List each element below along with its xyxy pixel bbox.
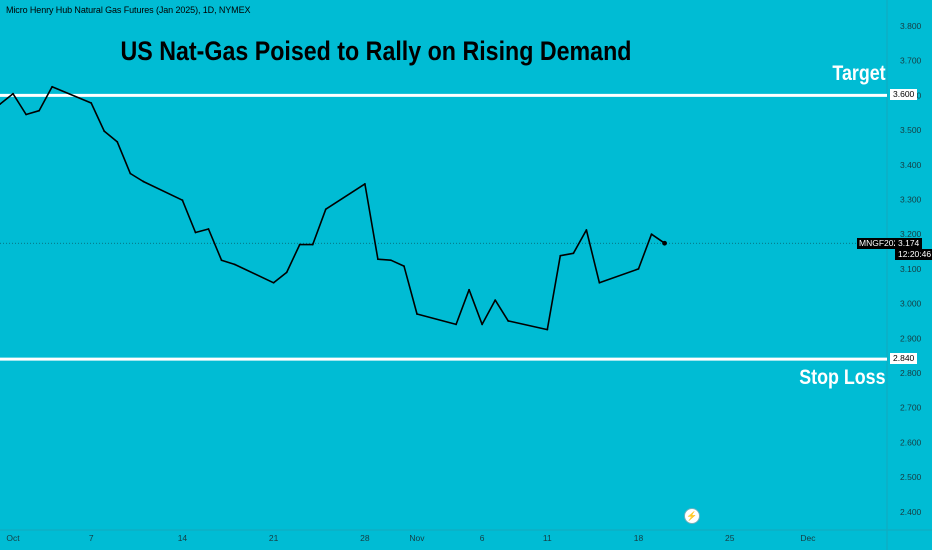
countdown-badge: 12:20:46 — [895, 249, 932, 260]
x-tick-label: Dec — [800, 533, 816, 543]
y-tick-label: 2.800 — [900, 368, 922, 378]
y-tick-label: 3.000 — [900, 299, 922, 309]
data-point — [38, 109, 40, 112]
data-point — [650, 233, 653, 236]
data-point — [481, 323, 484, 326]
data-point — [468, 288, 471, 291]
x-tick-label: 18 — [634, 533, 644, 543]
data-point — [363, 182, 366, 185]
instrument-title: Micro Henry Hub Natural Gas Futures (Jan… — [6, 5, 251, 15]
last-point-marker — [662, 240, 667, 246]
data-point — [90, 102, 93, 104]
y-tick-label: 3.800 — [900, 21, 922, 31]
data-point — [416, 313, 418, 315]
y-tick-label: 3.300 — [900, 195, 922, 205]
x-tick-label: 7 — [89, 533, 94, 543]
data-point — [12, 92, 14, 95]
data-point — [194, 231, 197, 234]
data-point — [559, 254, 562, 257]
y-tick-label: 2.900 — [900, 333, 922, 343]
data-point — [376, 258, 379, 261]
y-tick-label: 2.600 — [900, 437, 922, 447]
data-point — [390, 259, 392, 262]
lightning-icon[interactable]: ⚡ — [684, 508, 700, 524]
price-series-line — [0, 85, 666, 331]
symbol-badge: MNGF2025 — [857, 238, 905, 249]
data-point — [324, 208, 327, 211]
data-point — [51, 85, 54, 88]
stop-price-badge: 2.840 — [890, 353, 918, 364]
data-point — [507, 320, 510, 322]
data-point — [272, 281, 275, 284]
data-point — [298, 243, 301, 246]
x-tick-label: 28 — [360, 533, 370, 543]
y-tick-label: 2.500 — [900, 472, 922, 482]
x-tick-label: Nov — [409, 533, 425, 543]
target-price-badge: 3.600 — [890, 89, 918, 100]
y-tick-label: 2.400 — [900, 507, 922, 517]
target-label: Target — [832, 62, 886, 85]
x-tick-label: Oct — [6, 533, 20, 543]
data-point — [403, 265, 405, 268]
data-point — [572, 252, 575, 255]
data-point — [0, 103, 1, 105]
data-point — [494, 299, 497, 302]
x-tick-label: 21 — [269, 533, 279, 543]
y-tick-label: 2.700 — [900, 403, 922, 413]
last-price-badge: 3.174 — [895, 238, 923, 249]
chart-headline: US Nat-Gas Poised to Rally on Rising Dem… — [120, 36, 632, 66]
y-tick-label: 3.200 — [900, 229, 922, 239]
data-point — [455, 323, 457, 326]
x-tick-label: 14 — [178, 533, 188, 543]
y-tick-label: 3.700 — [900, 56, 922, 66]
data-point — [116, 140, 119, 143]
data-point — [311, 243, 314, 246]
data-point — [207, 228, 210, 230]
data-point — [25, 113, 27, 116]
y-tick-label: 3.500 — [900, 125, 922, 135]
y-tick-label: 3.100 — [900, 264, 922, 274]
x-tick-label: 11 — [543, 533, 552, 543]
data-point — [598, 281, 601, 284]
x-tick-label: 25 — [725, 533, 735, 543]
data-point — [585, 229, 588, 231]
data-point — [546, 328, 549, 331]
data-point — [181, 199, 184, 202]
y-tick-label: 3.400 — [900, 160, 922, 170]
data-point — [220, 259, 223, 262]
data-point — [285, 271, 288, 274]
data-point — [233, 263, 236, 266]
stop-loss-label: Stop Loss — [799, 366, 886, 389]
data-point — [637, 268, 640, 270]
data-point — [142, 180, 145, 183]
data-point — [129, 172, 132, 175]
x-tick-label: 6 — [480, 533, 485, 543]
data-point — [103, 130, 106, 133]
